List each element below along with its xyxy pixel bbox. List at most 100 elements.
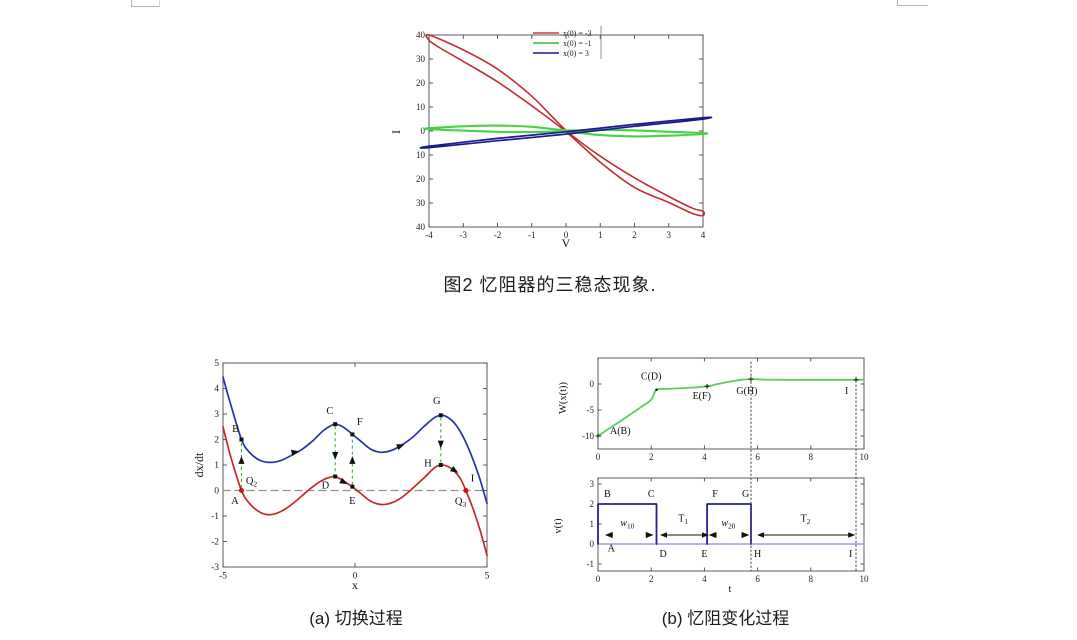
- svg-text:I: I: [849, 549, 852, 560]
- svg-text:T1: T1: [678, 514, 688, 527]
- svg-text:D: D: [322, 480, 330, 491]
- svg-text:C: C: [326, 406, 333, 417]
- svg-text:0: 0: [596, 574, 601, 584]
- svg-text:8: 8: [809, 452, 814, 462]
- svg-text:40: 40: [416, 30, 426, 40]
- svg-text:-1: -1: [587, 559, 595, 569]
- chart-switching-process: -5 0 5 5 4 3 2 1 0 -1 -2 -3 x dx/dt B A Q2 C D E F G H I Q3: [192, 359, 490, 592]
- svg-text:30: 30: [416, 54, 426, 64]
- svg-text:3: 3: [590, 479, 595, 489]
- svg-text:10: 10: [860, 574, 870, 584]
- svg-text:-3: -3: [211, 563, 219, 573]
- chart-memristor-iv: -4 -3 -2 -1 0 1 2 3 4 40 30 20 10 0 10 20 30 40 V Ix(0) = -…: [389, 26, 713, 250]
- svg-text:x(0) = -3: x(0) = -3: [563, 29, 592, 38]
- svg-text:w20: w20: [721, 518, 735, 531]
- svg-text:4: 4: [701, 230, 706, 240]
- svg-text:3: 3: [667, 230, 672, 240]
- svg-text:I: I: [471, 473, 475, 484]
- svg-text:0: 0: [590, 539, 595, 549]
- svg-text:t: t: [729, 584, 732, 595]
- svg-text:0: 0: [214, 487, 219, 497]
- svg-text:F: F: [357, 417, 363, 428]
- svg-text:V: V: [562, 236, 571, 250]
- svg-text:2: 2: [590, 499, 595, 509]
- svg-text:G(H): G(H): [736, 386, 757, 397]
- svg-text:0: 0: [596, 452, 601, 462]
- svg-text:2: 2: [632, 230, 637, 240]
- svg-text:10: 10: [860, 452, 870, 462]
- svg-text:Q2: Q2: [246, 476, 258, 489]
- svg-text:A: A: [231, 496, 239, 507]
- svg-text:T2: T2: [801, 514, 811, 527]
- svg-text:A: A: [608, 544, 616, 555]
- svg-text:B: B: [232, 424, 239, 435]
- svg-text:D: D: [660, 549, 667, 560]
- svg-text:-1: -1: [528, 230, 536, 240]
- svg-text:W(x(t)): W(x(t)): [558, 381, 569, 414]
- svg-text:w10: w10: [620, 518, 634, 531]
- svg-text:0: 0: [353, 572, 358, 582]
- svg-text:-4: -4: [425, 230, 433, 240]
- svg-text:2: 2: [649, 574, 654, 584]
- svg-text:I: I: [389, 130, 403, 134]
- svg-text:G: G: [433, 396, 441, 407]
- svg-text:dx/dt: dx/dt: [192, 452, 206, 477]
- svg-text:5: 5: [485, 572, 490, 582]
- svg-text:20: 20: [416, 174, 426, 184]
- svg-text:8: 8: [809, 574, 814, 584]
- svg-text:30: 30: [416, 198, 426, 208]
- svg-text:20: 20: [416, 78, 426, 88]
- svg-text:-5: -5: [587, 405, 595, 415]
- svg-text:0: 0: [564, 230, 569, 240]
- svg-text:E(F): E(F): [693, 391, 711, 402]
- subcaption-a: (a) 切换过程: [309, 609, 403, 628]
- svg-text:-2: -2: [494, 230, 502, 240]
- svg-text:x(0) = 3: x(0) = 3: [563, 49, 589, 58]
- svg-text:C(D): C(D): [641, 371, 662, 382]
- svg-text:x(0) = -1: x(0) = -1: [563, 39, 592, 48]
- svg-text:-1: -1: [211, 512, 219, 522]
- svg-text:4: 4: [702, 452, 707, 462]
- svg-text:-10: -10: [582, 431, 594, 441]
- svg-text:F: F: [712, 489, 718, 500]
- svg-text:Q3: Q3: [455, 496, 467, 509]
- svg-text:10: 10: [416, 102, 426, 112]
- svg-text:E: E: [349, 496, 355, 507]
- page-edge-artifact-left: [131, 0, 160, 7]
- page-edge-artifact-right: [897, 0, 928, 6]
- svg-text:1: 1: [598, 230, 603, 240]
- chart-memristance-w: 0 2 4 6 8 10 0 -5 -10 W(x(t)) A(B) C(D) E(F) G(H) I: [558, 357, 870, 462]
- svg-text:5: 5: [214, 359, 219, 369]
- svg-text:-5: -5: [219, 572, 227, 582]
- subcaption-b: (b) 忆阻变化过程: [661, 609, 790, 628]
- svg-text:0: 0: [421, 126, 426, 136]
- svg-text:-2: -2: [211, 538, 219, 548]
- svg-text:x: x: [352, 578, 358, 592]
- svg-text:2: 2: [649, 452, 654, 462]
- svg-text:I: I: [845, 386, 848, 397]
- svg-text:40: 40: [416, 222, 426, 232]
- svg-text:6: 6: [755, 574, 760, 584]
- svg-text:E: E: [701, 549, 707, 560]
- svg-text:0: 0: [590, 379, 595, 389]
- svg-text:A(B): A(B): [610, 426, 631, 437]
- svg-text:1: 1: [590, 519, 595, 529]
- figure2-caption: 图2 忆阻器的三稳态现象.: [443, 275, 657, 295]
- svg-text:4: 4: [702, 574, 707, 584]
- svg-text:H: H: [754, 549, 761, 560]
- svg-text:10: 10: [416, 150, 426, 160]
- svg-text:B: B: [604, 489, 611, 500]
- svg-text:6: 6: [755, 452, 760, 462]
- svg-text:-3: -3: [460, 230, 468, 240]
- svg-text:H: H: [424, 459, 432, 470]
- svg-text:1: 1: [214, 461, 219, 471]
- svg-text:2: 2: [214, 436, 219, 446]
- svg-text:3: 3: [214, 410, 219, 420]
- svg-text:v(t): v(t): [553, 518, 564, 534]
- svg-text:G: G: [742, 489, 749, 500]
- svg-text:4: 4: [214, 385, 219, 395]
- svg-text:C: C: [648, 489, 655, 500]
